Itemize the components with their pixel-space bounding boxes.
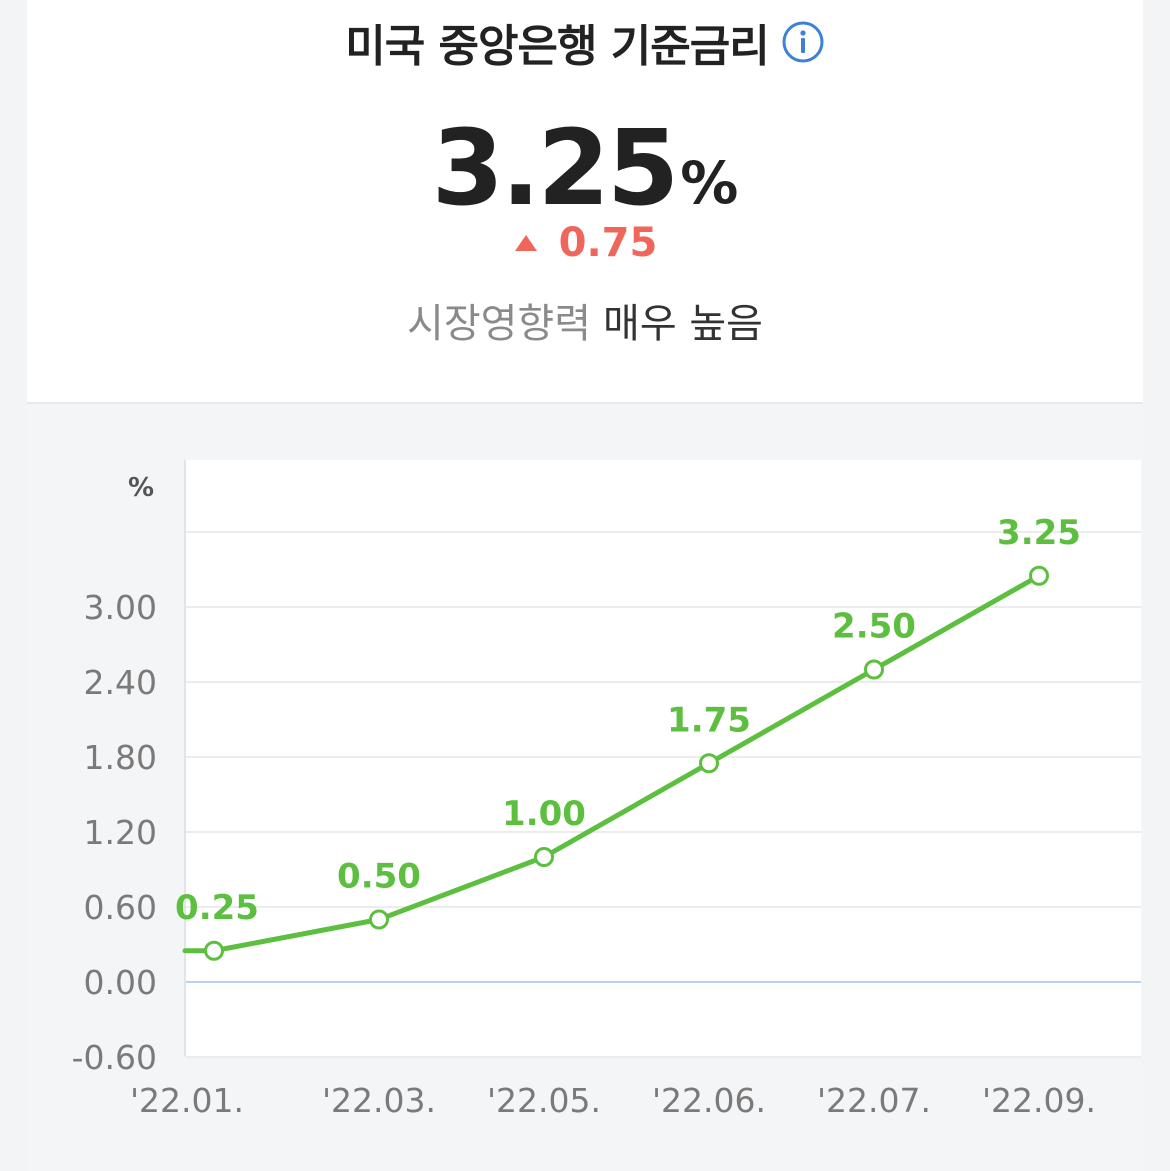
triangle-up-icon — [513, 232, 539, 254]
data-label: 2.50 — [832, 607, 916, 647]
page-title: 미국 중앙은행 기준금리 — [345, 21, 769, 72]
rate-card: 미국 중앙은행 기준금리 3.25 % 0.75 시장영향력 매우 높음 — [27, 0, 1143, 1171]
data-point — [1029, 565, 1049, 586]
data-label: 3.25 — [997, 513, 1081, 553]
data-point — [699, 753, 719, 774]
x-tick-label: '22.06. — [652, 1081, 766, 1120]
chart-area: % 3.00 2.40 1.80 1.20 0.60 0.00 -0.60 '22.01. '22… — [27, 402, 1143, 1171]
rate-header: 미국 중앙은행 기준금리 3.25 % 0.75 시장영향력 매우 높음 — [27, 0, 1143, 402]
x-tick-label: '22.03. — [322, 1081, 436, 1120]
y-tick-label: 3.00 — [84, 588, 157, 627]
y-unit-label: % — [128, 473, 154, 503]
line-chart: % 3.00 2.40 1.80 1.20 0.60 0.00 -0.60 '22.01. '22… — [72, 460, 1141, 1120]
data-label: 1.75 — [667, 700, 751, 740]
info-icon[interactable] — [781, 20, 825, 64]
x-tick-label: '22.09. — [982, 1081, 1096, 1120]
data-point — [369, 909, 389, 930]
title-row: 미국 중앙은행 기준금리 — [27, 10, 1143, 74]
rate-unit: % — [680, 149, 739, 217]
rate-value: 3.25 — [431, 107, 680, 229]
impact-value: 매우 높음 — [603, 301, 763, 347]
market-impact: 시장영향력 매우 높음 — [27, 292, 1143, 348]
x-tick-label: '22.07. — [817, 1081, 931, 1120]
data-point — [534, 847, 554, 867]
data-point — [204, 940, 224, 961]
x-tick-label: '22.01. — [130, 1081, 244, 1120]
data-label: 0.50 — [337, 857, 421, 897]
y-tick-label: 0.00 — [84, 963, 157, 1002]
y-tick-label: 1.20 — [84, 813, 157, 852]
data-label: 1.00 — [502, 794, 586, 834]
y-tick-label: -0.60 — [72, 1038, 157, 1077]
x-tick-label: '22.05. — [487, 1081, 601, 1120]
data-label: 0.25 — [175, 888, 259, 928]
data-point — [864, 659, 884, 680]
impact-label: 시장영향력 — [407, 301, 592, 347]
y-tick-label: 1.80 — [84, 738, 157, 777]
y-tick-label: 0.60 — [84, 888, 157, 927]
change-value: 0.75 — [558, 220, 658, 266]
change-row: 0.75 — [27, 218, 1143, 268]
y-tick-label: 2.40 — [84, 663, 157, 702]
current-value: 3.25 % — [27, 100, 1143, 220]
